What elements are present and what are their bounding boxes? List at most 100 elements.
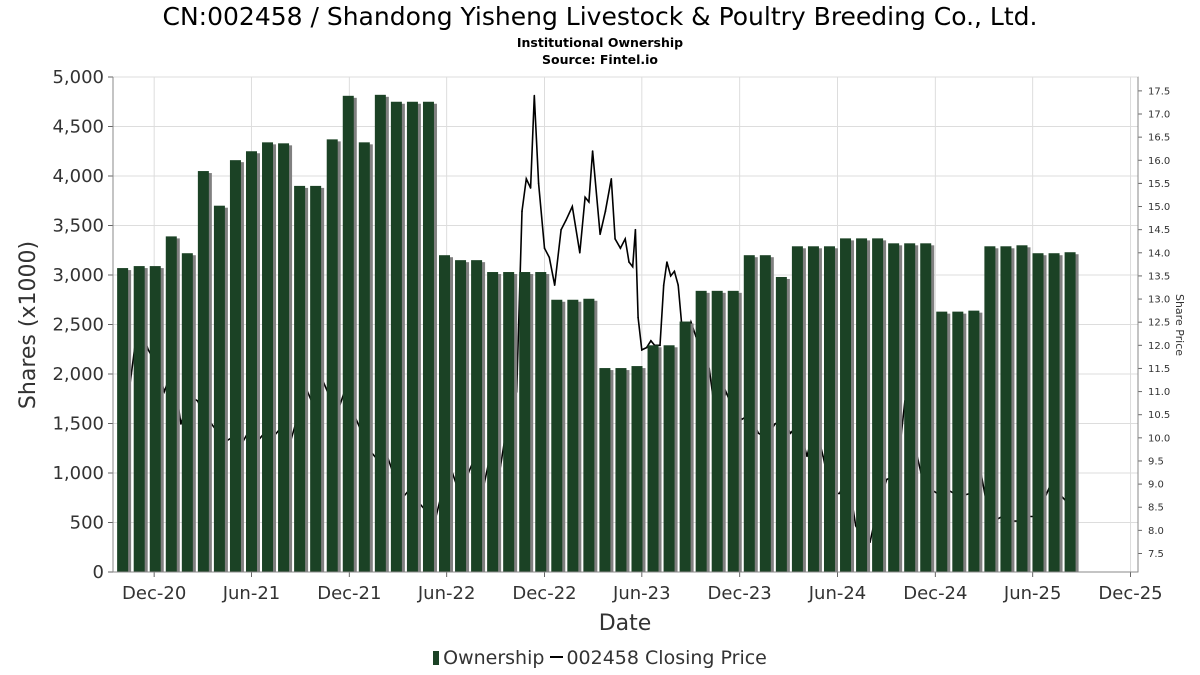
- x-tick-label: Dec-23: [708, 583, 772, 604]
- ownership-bar: [278, 143, 290, 572]
- price-point: [591, 150, 594, 152]
- ownership-bar: [551, 299, 563, 572]
- y2-tick-label: 12.5: [1148, 318, 1170, 329]
- price-point: [565, 219, 567, 222]
- ownership-bar: [1064, 252, 1076, 573]
- price-point: [543, 247, 546, 249]
- legend-ownership-label: Ownership: [443, 647, 545, 669]
- ownership-bar: [213, 205, 225, 572]
- price-point: [525, 177, 528, 180]
- ownership-bar: [117, 268, 129, 572]
- legend-price-label: 002458 Closing Price: [566, 647, 767, 669]
- ownership-bar: [133, 266, 145, 572]
- ownership-bar: [1032, 253, 1044, 572]
- ownership-bar: [374, 94, 386, 572]
- chart-title: CN:002458 / Shandong Yisheng Livestock &…: [162, 2, 1038, 31]
- ownership-bar: [471, 260, 483, 572]
- ownership-bar: [631, 366, 643, 572]
- price-point: [822, 455, 824, 458]
- y2-tick-label: 8.0: [1148, 526, 1164, 537]
- x-tick-label: Jun-21: [222, 583, 281, 604]
- price-point: [560, 228, 562, 231]
- ownership-bar: [807, 246, 819, 573]
- x-tick-label: Dec-21: [317, 583, 381, 604]
- ownership-bar: [743, 255, 755, 572]
- ownership-bar: [455, 260, 467, 572]
- ownership-bar: [823, 246, 835, 573]
- y-tick-label: 3,500: [52, 216, 104, 237]
- price-point: [624, 238, 627, 240]
- y-tick-label: 2,500: [52, 315, 104, 336]
- price-point: [147, 349, 150, 351]
- price-point: [631, 265, 634, 268]
- ownership-bar: [711, 290, 723, 572]
- price-point: [584, 196, 586, 199]
- ownership-bar: [840, 238, 852, 572]
- y2-tick-label: 15.5: [1148, 179, 1170, 190]
- x-tick-label: Jun-22: [417, 583, 476, 604]
- price-point: [521, 210, 523, 212]
- y2-tick-label: 13.0: [1148, 295, 1170, 306]
- price-point: [588, 201, 590, 203]
- price-point: [677, 284, 679, 286]
- price-point: [529, 187, 532, 189]
- price-point: [180, 423, 182, 425]
- ownership-bar: [663, 345, 675, 572]
- y2-tick-label: 16.5: [1148, 133, 1170, 144]
- price-point: [650, 339, 652, 342]
- ownership-bar: [1048, 253, 1060, 572]
- ownership-bar: [695, 290, 707, 572]
- ownership-bar: [342, 95, 354, 572]
- ownership-bar: [679, 321, 691, 572]
- ownership-bar-layer: [117, 94, 1079, 573]
- y-axis-label: Shares (x1000): [16, 241, 41, 409]
- y-tick-label: 0: [93, 562, 104, 583]
- chart-subtitle: Institutional Ownership: [516, 35, 684, 50]
- price-point: [163, 390, 166, 393]
- ownership-bar: [856, 238, 868, 572]
- ownership-bar: [727, 290, 739, 572]
- y-tick-label: 5,000: [52, 67, 104, 88]
- y2-tick-label: 9.5: [1148, 456, 1164, 467]
- y2-tick-label: 12.0: [1148, 341, 1170, 352]
- price-point: [637, 316, 639, 319]
- price-point: [553, 284, 556, 286]
- ownership-bar: [904, 243, 916, 572]
- y-tick-label: 4,500: [52, 117, 104, 138]
- price-point: [673, 270, 676, 273]
- price-point: [548, 256, 551, 259]
- ownership-bar: [519, 272, 531, 572]
- price-point: [578, 251, 581, 254]
- ownership-bar: [503, 272, 515, 572]
- ownership-bar: [487, 272, 499, 572]
- y2-tick-label: 11.0: [1148, 387, 1170, 398]
- ownership-bar: [245, 151, 257, 572]
- y2-tick-label: 14.5: [1148, 225, 1170, 236]
- axis-layer: 0 500 1,000 1,500 2,000 2,500 3,000 3,500 4,000 4…: [52, 67, 1170, 604]
- y-tick-label: 3,000: [52, 265, 104, 286]
- ownership-bar: [406, 101, 418, 572]
- y2-tick-label: 13.5: [1148, 271, 1170, 282]
- ownership-bar: [759, 255, 771, 572]
- legend-ownership-swatch: [433, 651, 440, 665]
- y-tick-label: 500: [70, 513, 104, 534]
- price-point: [662, 284, 665, 286]
- ownership-bar: [936, 311, 948, 572]
- ownership-bar: [181, 253, 193, 572]
- price-point: [757, 432, 760, 435]
- ownership-bar: [149, 266, 161, 572]
- ownership-bar: [647, 345, 659, 572]
- ownership-bar: [326, 139, 338, 572]
- ownership-bar: [775, 276, 787, 572]
- price-point: [659, 344, 661, 347]
- x-tick-label: Dec-24: [903, 583, 967, 604]
- ownership-bar: [791, 246, 803, 573]
- price-point: [571, 205, 574, 208]
- price-point: [537, 182, 540, 185]
- y2-tick-label: 10.5: [1148, 410, 1170, 421]
- ownership-bar: [567, 299, 579, 572]
- x-tick-label: Jun-25: [1003, 583, 1062, 604]
- ownership-bar: [968, 310, 980, 572]
- x-tick-label: Jun-23: [612, 583, 671, 604]
- y2-tick-label: 17.0: [1148, 110, 1170, 121]
